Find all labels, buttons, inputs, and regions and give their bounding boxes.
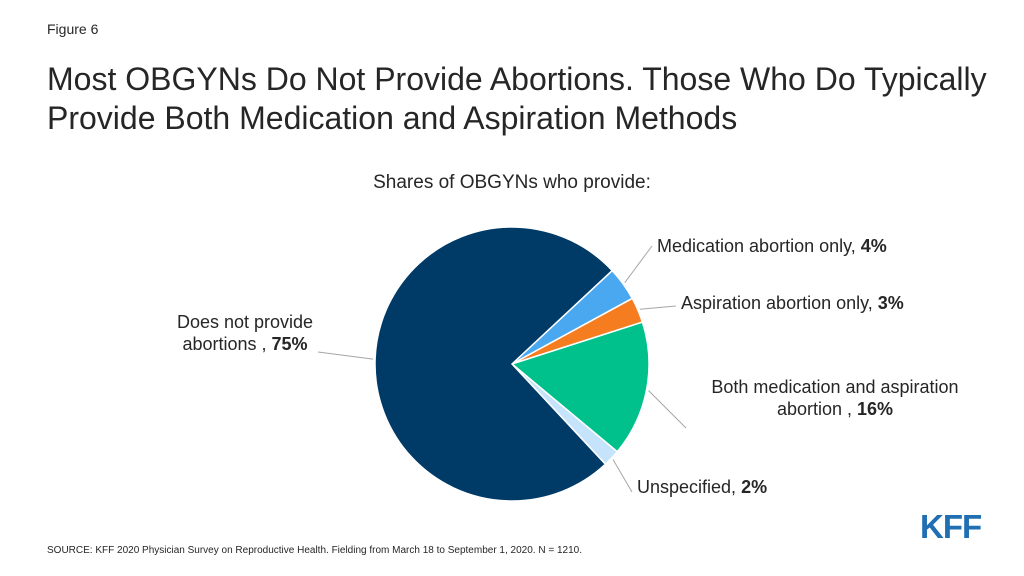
source-note: SOURCE: KFF 2020 Physician Survey on Rep… [47, 545, 582, 556]
slice-label-unspecified: Unspecified, 2% [637, 477, 768, 497]
leader-line [612, 459, 633, 493]
leader-line [317, 351, 374, 360]
kff-logo: KFF [920, 508, 982, 545]
leader-line [639, 305, 677, 310]
leader-line [648, 390, 687, 429]
chart-subtitle: Shares of OBGYNs who provide: [373, 172, 651, 193]
figure-label: Figure 6 [47, 21, 99, 37]
slice-label-both: Both medication and aspiration abortion … [711, 377, 959, 419]
slice-both-methods [510, 321, 650, 453]
chart-title: Most OBGYNs Do Not Provide Abortions. Th… [47, 61, 987, 136]
slice-label-aspiration: Aspiration abortion only, 3% [681, 293, 904, 313]
slice-label-not-provide: Does not provide abortions , 75% [176, 312, 314, 354]
slice-label-medication: Medication abortion only, 4% [657, 236, 887, 256]
leader-line [624, 245, 653, 283]
slice-not-provide [374, 226, 614, 502]
